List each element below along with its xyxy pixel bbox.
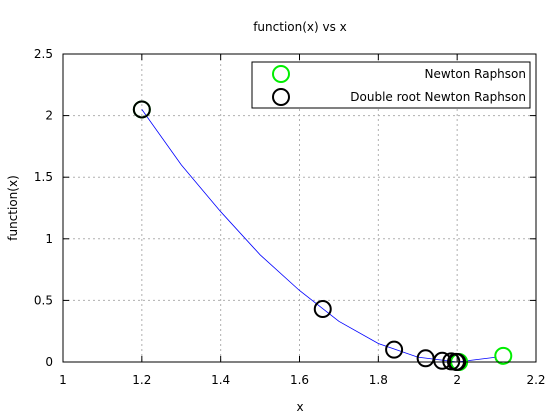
y-tick-label: 2 [45,109,53,123]
x-tick-label: 1.6 [290,373,309,387]
x-tick-label: 1.2 [132,373,151,387]
x-tick-label: 2.2 [526,373,545,387]
curve-layer [142,109,497,362]
y-tick-label: 0 [45,355,53,369]
function-curve [142,109,497,362]
series-layer [134,101,511,370]
y-axis-label: function(x) [6,175,20,240]
x-tick-label: 1.8 [369,373,388,387]
newton-raphson-point [495,348,511,364]
x-axis-label: x [296,400,303,414]
legend-label-double-root-newton-raphson: Double root Newton Raphson [350,90,526,104]
x-tick-label: 1 [59,373,67,387]
chart-title: function(x) vs x [253,20,347,34]
double-root-newton-raphson-point [386,342,402,358]
y-tick-label: 0.5 [34,293,53,307]
y-tick-label: 1.5 [34,170,53,184]
x-tick-label: 1.4 [211,373,230,387]
y-tick-label: 2.5 [34,47,53,61]
legend-label-newton-raphson: Newton Raphson [425,67,527,81]
y-tick-label: 1 [45,232,53,246]
x-tick-label: 2 [453,373,461,387]
legend: Newton Raphson Double root Newton Raphso… [252,62,530,108]
